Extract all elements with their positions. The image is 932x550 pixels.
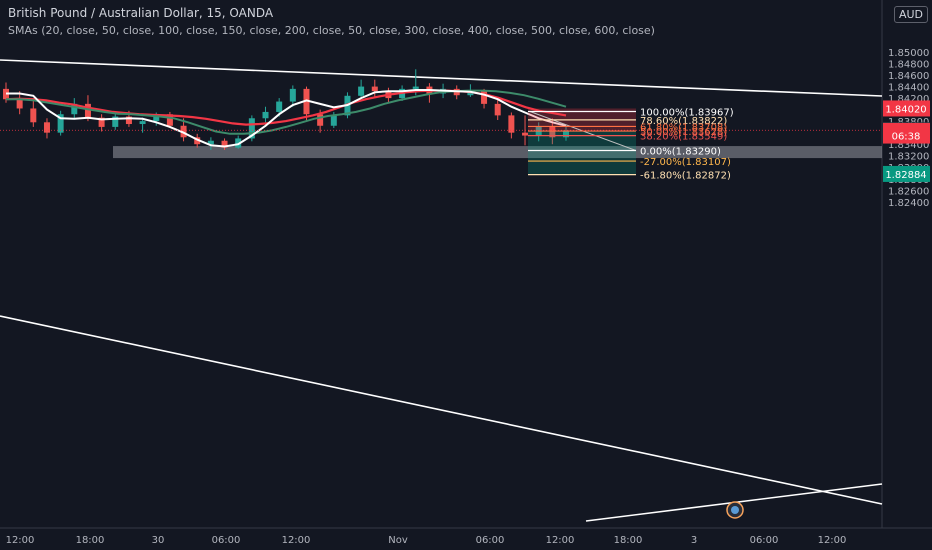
x-tick-label: 18:00: [614, 535, 643, 546]
price-axis-tag: [883, 127, 930, 144]
y-tick-label: 1.85000: [888, 48, 929, 59]
reward-zone: [528, 130, 636, 174]
x-tick-label: 12:00: [546, 535, 575, 546]
y-tick-label: 1.82400: [888, 198, 929, 209]
y-tick-label: 1.84600: [888, 71, 929, 82]
candle-body: [276, 101, 283, 112]
x-tick-label: 3: [691, 535, 697, 546]
x-tick-label: 12:00: [818, 535, 847, 546]
candle-body: [371, 86, 378, 92]
sma-line-white: [6, 89, 567, 148]
price-axis-tag: [883, 165, 930, 182]
chart-title: British Pound / Australian Dollar, 15, O…: [8, 6, 274, 20]
y-tick-label: 1.83400: [888, 140, 929, 151]
support-zone: [113, 146, 882, 159]
price-axis-tag-text: 06:38: [892, 132, 921, 143]
fib-level-label: -27.00%(1.83107): [640, 157, 731, 168]
candle-body: [317, 114, 324, 126]
candle-body: [57, 114, 64, 133]
candle-body: [207, 140, 214, 145]
fib-level-label: 50.00%(1.83628): [640, 127, 727, 138]
candle-body: [481, 91, 488, 104]
lower-trendline: [0, 315, 883, 505]
x-tick-label: 18:00: [76, 535, 105, 546]
candle-body: [221, 140, 228, 148]
fib-level-label: 100.00%(1.83967): [640, 108, 734, 119]
candle-body: [84, 103, 91, 118]
candle-body: [303, 88, 310, 115]
y-tick-label: 1.84200: [888, 94, 929, 105]
candle-body: [494, 103, 501, 116]
upper-trendline: [0, 59, 883, 97]
fib-level-label: 38.20%(1.83549): [640, 132, 727, 143]
fib-level-label: 61.80%(1.83708): [640, 122, 727, 133]
price-axis-tag-text: 1.82884: [885, 170, 926, 181]
x-tick-label: 12:00: [282, 535, 311, 546]
y-tick-label: 1.84400: [888, 83, 929, 94]
candle-body: [153, 114, 160, 122]
candle-body: [508, 115, 515, 133]
x-tick-label: Nov: [388, 535, 408, 546]
candle-body: [112, 116, 119, 127]
currency-badge[interactable]: AUD: [893, 6, 928, 23]
candle-body: [139, 121, 146, 125]
candle-body: [30, 108, 37, 123]
event-globe-icon-core: [731, 506, 739, 514]
candle-body: [563, 130, 569, 138]
x-tick-label: 06:00: [476, 535, 505, 546]
y-tick-label: 1.83200: [888, 152, 929, 163]
x-tick-label: 06:00: [212, 535, 241, 546]
candle-body: [248, 118, 255, 139]
candle-body: [289, 88, 296, 102]
candle-body: [412, 86, 419, 89]
candle-body: [71, 103, 78, 115]
price-axis-tag-text: 1.84020: [885, 104, 926, 115]
fib-level-label: 0.00%(1.83290): [640, 147, 721, 158]
candle-body: [125, 116, 132, 125]
y-tick-label: 1.84800: [888, 60, 929, 71]
candle-body: [166, 114, 173, 126]
candle-body: [98, 117, 105, 127]
candle-body: [262, 111, 269, 119]
fib-level-label: -61.80%(1.82872): [640, 171, 731, 182]
x-tick-label: 30: [152, 535, 165, 546]
candle-body: [330, 115, 337, 126]
candle-body: [522, 132, 529, 136]
indicator-legend[interactable]: SMAs (20, close, 50, close, 100, close, …: [8, 24, 655, 37]
x-tick-label: 06:00: [750, 535, 779, 546]
sma-line-green: [6, 89, 567, 135]
price-axis-tag: [883, 100, 930, 117]
fib-level-label: 78.60%(1.83822): [640, 116, 727, 127]
candle-body: [43, 122, 50, 133]
candle-body: [549, 126, 556, 138]
x-tick-label: 12:00: [6, 535, 35, 546]
candle-body: [194, 137, 201, 145]
candle-body: [358, 86, 365, 96]
candle-body: [16, 99, 23, 109]
candle-body: [180, 125, 187, 138]
y-tick-label: 1.82600: [888, 186, 929, 197]
